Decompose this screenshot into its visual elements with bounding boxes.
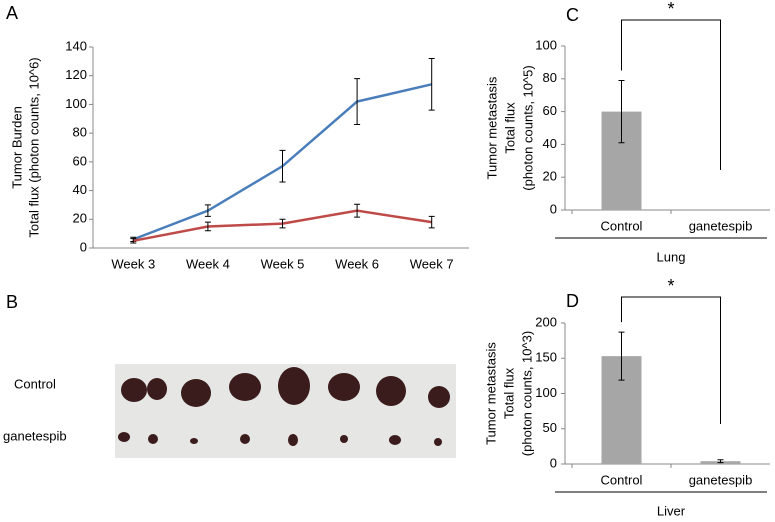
y-tick-label: 100	[535, 385, 557, 400]
y-tick-label: 0	[80, 239, 87, 254]
y-axis-title: Total flux (photon counts, 10^6)	[26, 57, 41, 237]
panel-label: D	[566, 291, 579, 311]
y-tick-label: 80	[73, 125, 87, 140]
x-tick-label: Control	[601, 218, 643, 233]
panel-label: C	[566, 5, 579, 25]
error-bar	[279, 218, 286, 229]
y-tick-label: 140	[65, 38, 87, 53]
y-tick-label: 20	[543, 169, 557, 184]
photo: Control ganetespib	[3, 364, 456, 458]
x-tick-label: Week 6	[335, 256, 379, 271]
significance-label: *	[667, 276, 674, 296]
y-tick-label: 80	[543, 70, 557, 85]
x-tick-label: ganetespib	[689, 472, 753, 487]
significance-bracket	[621, 296, 721, 424]
y-axis-title: Tumor Burden	[9, 106, 24, 189]
photo-row-label: ganetespib	[3, 428, 67, 443]
y-tick-label: 40	[73, 182, 87, 197]
photo-row-label: Control	[14, 376, 56, 391]
error-bar	[717, 459, 724, 464]
error-bar	[618, 79, 625, 144]
x-tick-label: Control	[601, 472, 643, 487]
x-tick-label: Week 7	[410, 256, 454, 271]
x-tick-label: ganetespib	[689, 218, 753, 233]
error-bar	[204, 221, 211, 232]
group-label: Lung	[657, 249, 686, 264]
y-tick-label: 150	[535, 350, 557, 365]
y-tick-label: 100	[65, 96, 87, 111]
error-bar	[204, 204, 211, 217]
x-tick-label: Week 5	[261, 256, 305, 271]
y-tick-label: 0	[550, 455, 557, 470]
x-tick-label: Week 3	[111, 256, 155, 271]
y-tick-label: 60	[543, 103, 557, 118]
y-tick-label: 20	[73, 211, 87, 226]
x-tick-label: Week 4	[186, 256, 230, 271]
y-tick-label: 60	[73, 153, 87, 168]
y-axis-title: Tumor metastasis	[484, 76, 499, 179]
tumors	[118, 367, 450, 446]
y-axis-title: (photon counts, 10^3)	[519, 331, 534, 456]
y-axis-title: Tumor metastasis	[483, 342, 498, 445]
y-tick-label: 200	[535, 314, 557, 329]
y-tick-label: 100	[535, 37, 557, 52]
significance-label: *	[667, 0, 674, 19]
error-bar	[279, 149, 286, 183]
y-tick-label: 0	[550, 201, 557, 216]
y-tick-label: 120	[65, 67, 87, 82]
panel-label: B	[6, 292, 18, 312]
error-bar	[354, 78, 361, 126]
y-axis-title: Total flux	[502, 102, 517, 154]
group-label: Liver	[657, 503, 686, 518]
error-bar	[618, 331, 625, 381]
error-bar	[428, 57, 435, 111]
y-axis-title: Total flux	[501, 367, 516, 419]
error-bar	[130, 238, 137, 244]
y-axis-title: (photon counts, 10^5)	[520, 65, 535, 190]
panel-label: A	[6, 3, 18, 23]
significance-bracket	[621, 19, 721, 170]
y-tick-label: 50	[543, 420, 557, 435]
y-tick-label: 40	[543, 136, 557, 151]
error-bar	[428, 215, 435, 229]
error-bar	[354, 203, 361, 218]
